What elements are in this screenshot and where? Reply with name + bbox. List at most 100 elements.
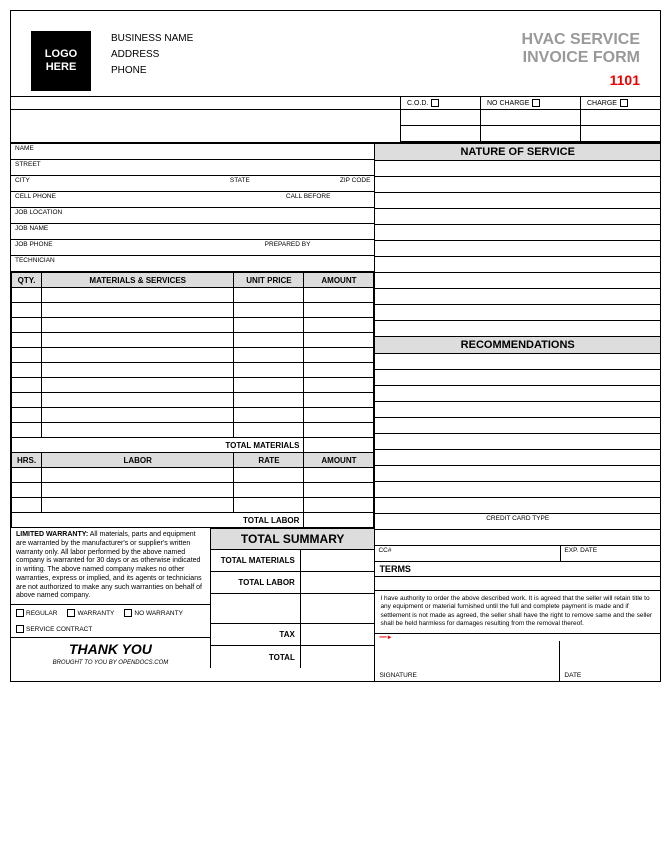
table-row[interactable] [12, 483, 374, 498]
summary-labor: TOTAL LABOR [211, 572, 375, 594]
table-row[interactable] [12, 363, 374, 378]
summary-total: TOTAL [211, 646, 375, 668]
logo-placeholder: LOGO HERE [31, 31, 91, 91]
street-field[interactable]: STREET [11, 160, 374, 176]
nocharge-option[interactable]: NO CHARGE [480, 97, 580, 109]
cc-row[interactable]: CC# EXP. DATE [375, 546, 660, 562]
checkbox-icon [16, 609, 24, 617]
thank-you: THANK YOU [11, 637, 210, 660]
cc-type-field[interactable]: CREDIT CARD TYPE [375, 514, 660, 530]
blank-header-rows [11, 110, 660, 142]
table-row[interactable] [12, 468, 374, 483]
terms-header: TERMS [375, 562, 660, 577]
summary-materials: TOTAL MATERIALS [211, 550, 375, 572]
nowarranty-option[interactable]: NO WARRANTY [124, 609, 183, 617]
service-line[interactable] [375, 177, 660, 193]
authorization-text: I have authority to order the above desc… [375, 591, 660, 634]
table-row[interactable] [12, 378, 374, 393]
bottom-left: LIMITED WARRANTY: All materials, parts a… [11, 528, 374, 668]
warranty-text: LIMITED WARRANTY: All materials, parts a… [11, 528, 210, 604]
checkbox-icon [67, 609, 75, 617]
header: LOGO HERE BUSINESS NAME ADDRESS PHONE HV… [11, 11, 660, 96]
service-line[interactable] [375, 321, 660, 337]
table-row[interactable] [12, 348, 374, 363]
title-block: HVAC SERVICE INVOICE FORM 1101 [521, 31, 640, 91]
checkbox-icon [16, 625, 24, 633]
total-materials-row: TOTAL MATERIALS [12, 438, 374, 453]
checkbox-icon [532, 99, 540, 107]
nocharge-label: NO CHARGE [487, 100, 529, 107]
checkbox-icon [620, 99, 628, 107]
phone-row[interactable]: CELL PHONE CALL BEFORE [11, 192, 374, 208]
rate-header: RATE [234, 453, 304, 468]
cod-option[interactable]: C.O.D. [400, 97, 480, 109]
table-row[interactable] [12, 408, 374, 423]
service-line[interactable] [375, 209, 660, 225]
brought-by: BROUGHT TO YOU BY OPENDOCS.COM [11, 660, 210, 666]
jobphone-row[interactable]: JOB PHONE PREPARED BY [11, 240, 374, 256]
materials-table: QTY. MATERIALS & SERVICES UNIT PRICE AMO… [11, 272, 374, 528]
table-row[interactable] [12, 423, 374, 438]
warranty-option[interactable]: WARRANTY [67, 609, 114, 617]
service-line[interactable] [375, 305, 660, 321]
warranty-title: LIMITED WARRANTY: [16, 531, 88, 538]
table-row[interactable] [12, 333, 374, 348]
rec-line[interactable] [375, 434, 660, 450]
joblocation-field[interactable]: JOB LOCATION [11, 208, 374, 224]
hrs-header: HRS. [12, 453, 42, 468]
warranty-options-row-2: SERVICE CONTRACT [11, 621, 210, 637]
city-state-zip[interactable]: CITY STATE ZIP CODE [11, 176, 374, 192]
signature-field[interactable]: SIGNATURE [375, 641, 560, 681]
table-row[interactable] [12, 303, 374, 318]
business-address: ADDRESS [111, 47, 193, 63]
rec-line[interactable] [375, 482, 660, 498]
business-info: BUSINESS NAME ADDRESS PHONE [111, 31, 193, 91]
rec-line[interactable] [375, 498, 660, 514]
main-columns: NAME STREET CITY STATE ZIP CODE CELL PHO… [11, 142, 660, 681]
charge-label: CHARGE [587, 100, 617, 107]
price-header: UNIT PRICE [234, 273, 304, 288]
warranty-block: LIMITED WARRANTY: All materials, parts a… [11, 528, 211, 668]
table-row[interactable] [12, 498, 374, 513]
service-line[interactable] [375, 161, 660, 177]
qty-header: QTY. [12, 273, 42, 288]
rec-line[interactable] [375, 370, 660, 386]
summary-tax: TAX [211, 624, 375, 646]
cc-blank[interactable] [375, 530, 660, 546]
cod-label: C.O.D. [407, 100, 428, 107]
right-column: NATURE OF SERVICE RECOMMENDATIONS CREDIT [374, 144, 660, 681]
date-field[interactable]: DATE [560, 641, 660, 681]
table-row[interactable] [12, 318, 374, 333]
title-line-2: INVOICE FORM [521, 49, 640, 67]
rec-line[interactable] [375, 450, 660, 466]
nature-of-service-header: NATURE OF SERVICE [375, 144, 660, 161]
technician-field[interactable]: TECHNICIAN [11, 256, 374, 272]
regular-option[interactable]: REGULAR [16, 609, 57, 617]
service-line[interactable] [375, 193, 660, 209]
rec-line[interactable] [375, 354, 660, 370]
service-contract-option[interactable]: SERVICE CONTRACT [16, 625, 92, 633]
business-name: BUSINESS NAME [111, 31, 193, 47]
summary-block: TOTAL SUMMARY TOTAL MATERIALS TOTAL LABO… [211, 528, 375, 668]
rec-line[interactable] [375, 418, 660, 434]
invoice-number: 1101 [521, 72, 640, 88]
service-line[interactable] [375, 273, 660, 289]
rec-line[interactable] [375, 402, 660, 418]
table-row[interactable] [12, 288, 374, 303]
service-line[interactable] [375, 225, 660, 241]
rec-line[interactable] [375, 466, 660, 482]
jobname-field[interactable]: JOB NAME [11, 224, 374, 240]
charge-option[interactable]: CHARGE [580, 97, 660, 109]
cc-num-label: CC# [375, 546, 560, 561]
checkbox-icon [431, 99, 439, 107]
table-row[interactable] [12, 393, 374, 408]
name-field[interactable]: NAME [11, 144, 374, 160]
service-line[interactable] [375, 241, 660, 257]
service-line[interactable] [375, 257, 660, 273]
checkbox-icon [124, 609, 132, 617]
rec-line[interactable] [375, 386, 660, 402]
invoice-form: LOGO HERE BUSINESS NAME ADDRESS PHONE HV… [10, 10, 661, 682]
service-line[interactable] [375, 289, 660, 305]
terms-blank[interactable] [375, 577, 660, 591]
charge-options: C.O.D. NO CHARGE CHARGE [11, 96, 660, 110]
